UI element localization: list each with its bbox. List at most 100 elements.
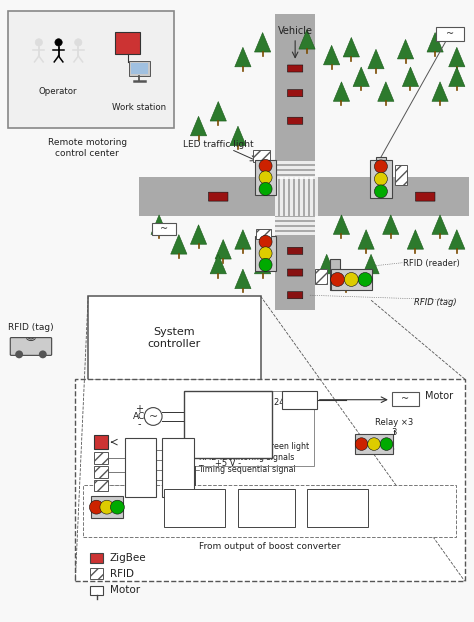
Bar (90, 552, 103, 564)
Bar (94, 480, 108, 491)
Polygon shape (338, 269, 355, 289)
Bar (275, 232, 315, 235)
Bar (300, 177, 303, 216)
Text: PSoC: PSoC (130, 463, 151, 472)
FancyBboxPatch shape (288, 90, 303, 96)
Circle shape (90, 500, 103, 514)
Polygon shape (358, 230, 374, 249)
Circle shape (259, 235, 272, 248)
Bar (253, 151, 271, 162)
Text: ZigBee: ZigBee (110, 553, 146, 563)
Polygon shape (432, 82, 448, 101)
FancyBboxPatch shape (288, 292, 303, 299)
Text: LED: LED (128, 504, 145, 513)
Circle shape (345, 272, 358, 286)
Polygon shape (383, 215, 399, 234)
Bar (88, 296, 261, 380)
Bar (436, 27, 464, 41)
Bar (8, 11, 174, 128)
Polygon shape (368, 49, 384, 69)
FancyBboxPatch shape (416, 192, 435, 201)
Polygon shape (210, 254, 227, 274)
Bar (238, 490, 295, 527)
Text: System
controller: System controller (148, 327, 201, 349)
Text: 3: 3 (391, 429, 396, 437)
Circle shape (55, 39, 62, 46)
Bar (275, 176, 315, 179)
Text: Isolation drive
circuit: Isolation drive circuit (314, 502, 361, 514)
Text: 24 V: 24 V (274, 398, 293, 407)
Text: ~: ~ (446, 29, 454, 39)
Polygon shape (333, 215, 350, 234)
Polygon shape (449, 47, 465, 67)
Bar (275, 171, 315, 174)
Polygon shape (397, 39, 414, 59)
Text: 3: 3 (229, 499, 234, 505)
Circle shape (259, 182, 272, 195)
Polygon shape (230, 126, 246, 146)
Polygon shape (333, 82, 350, 101)
Bar (280, 177, 283, 216)
Text: Timing sequential signal: Timing sequential signal (199, 465, 296, 474)
Bar (255, 229, 272, 239)
Text: RFID: RFID (110, 569, 134, 578)
Bar (162, 438, 193, 498)
Polygon shape (378, 82, 394, 101)
Polygon shape (151, 215, 167, 234)
Circle shape (374, 185, 387, 198)
Bar (275, 227, 315, 230)
Text: AC: AC (133, 412, 146, 421)
Text: Motor: Motor (425, 391, 454, 401)
Bar (139, 177, 469, 216)
Text: -: - (137, 419, 141, 429)
Bar (315, 269, 327, 284)
Bar (255, 236, 276, 271)
Circle shape (144, 407, 162, 425)
Polygon shape (449, 230, 465, 249)
FancyBboxPatch shape (288, 248, 303, 254)
Bar (131, 63, 147, 74)
Bar (164, 490, 225, 527)
Bar (83, 486, 456, 537)
Bar (94, 466, 108, 478)
Bar (152, 223, 176, 235)
Bar (275, 161, 315, 164)
Bar (94, 452, 108, 464)
Polygon shape (235, 47, 251, 67)
Polygon shape (402, 67, 419, 86)
Polygon shape (255, 32, 271, 52)
Bar (90, 586, 103, 595)
Circle shape (330, 272, 345, 286)
Text: RFID (tag): RFID (tag) (8, 323, 54, 332)
Polygon shape (215, 239, 231, 259)
Text: 3: 3 (299, 499, 303, 505)
Circle shape (35, 39, 43, 46)
Text: DC power
supply: DC power supply (206, 415, 250, 434)
Bar (307, 490, 368, 527)
Polygon shape (407, 230, 424, 249)
Text: PSoC: PSoC (167, 463, 189, 472)
Bar (275, 177, 278, 216)
Circle shape (110, 500, 124, 514)
Bar (90, 569, 103, 579)
Polygon shape (171, 234, 187, 254)
Polygon shape (210, 101, 227, 121)
Circle shape (374, 172, 387, 185)
Bar (331, 269, 372, 290)
Polygon shape (319, 254, 335, 274)
Bar (275, 217, 315, 220)
Circle shape (259, 171, 272, 184)
Polygon shape (235, 230, 251, 249)
Polygon shape (299, 30, 315, 49)
Bar (275, 166, 315, 169)
Text: 3: 3 (150, 499, 155, 505)
Bar (75, 379, 465, 581)
Polygon shape (255, 254, 271, 274)
Text: Vehicle: Vehicle (278, 26, 313, 36)
Text: Work station: Work station (112, 103, 166, 112)
Polygon shape (449, 67, 465, 86)
Circle shape (259, 258, 272, 271)
Circle shape (15, 350, 23, 358)
Bar (356, 434, 393, 454)
Text: RFID (tag): RFID (tag) (414, 298, 457, 307)
